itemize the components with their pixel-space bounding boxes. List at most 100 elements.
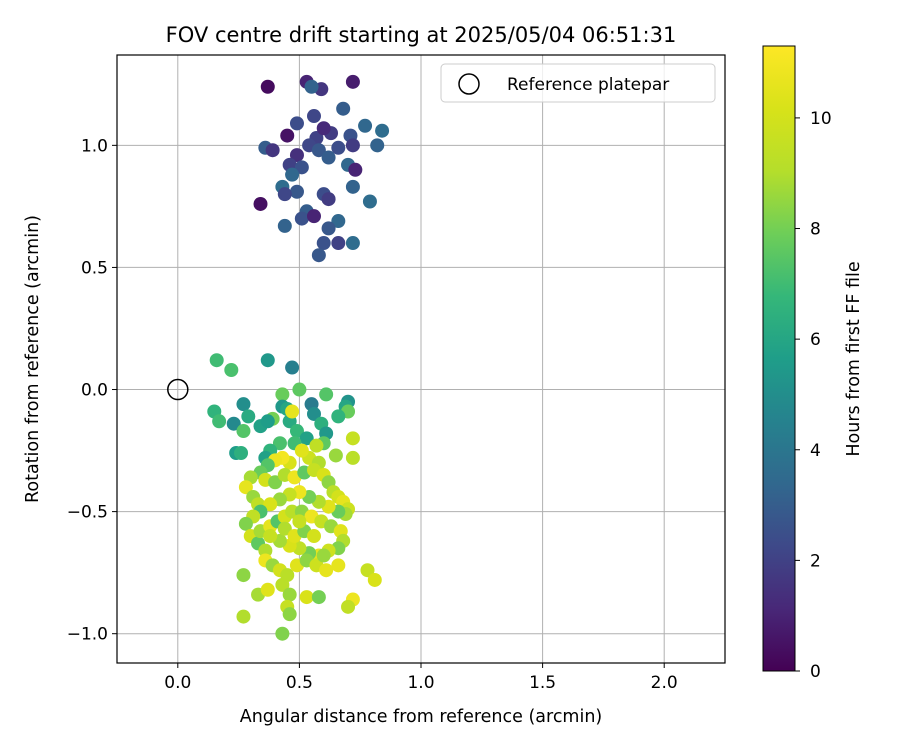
scatter-point [294,160,309,175]
scatter-point [263,497,278,512]
scatter-point [294,443,309,458]
x-tick-label: 1.5 [529,673,556,693]
colorbar-tick-label: 4 [810,441,821,461]
scatter-point [348,162,363,177]
scatter-point [331,558,346,573]
scatter-point [275,577,290,592]
scatter-point [311,248,326,263]
scatter-point [289,116,304,131]
scatter-point [311,590,326,605]
colorbar-tick-label: 10 [810,109,832,129]
data-points [207,74,390,641]
scatter-point [272,436,287,451]
scatter-point [236,397,251,412]
scatter-point [285,360,300,375]
scatter-point [277,187,292,202]
scatter-point [345,236,360,251]
legend-marker-icon [458,73,480,95]
scatter-point [321,221,336,236]
scatter-point [316,236,331,251]
scatter-point [285,167,300,182]
scatter-point [275,626,290,641]
scatter-point [331,409,346,424]
y-tick-label: −0.5 [67,503,108,523]
y-tick-label: 0.0 [81,381,108,401]
x-axis-ticks: 0.0 0.5 1.0 1.5 2.0 [164,663,678,693]
scatter-point [236,609,251,624]
reference-platepar-marker [167,378,189,401]
scatter-point [360,563,375,578]
colorbar-ticks: 0 2 4 6 8 10 [795,109,832,682]
scatter-point [224,362,239,377]
scatter-point [289,424,304,439]
x-tick-label: 2.0 [651,673,678,693]
scatter-point [282,587,297,602]
scatter-point [277,521,292,536]
scatter-point [306,109,321,124]
scatter-point [328,448,343,463]
scatter-point [253,196,268,211]
scatter-point [268,475,283,490]
scatter-point [289,184,304,199]
scatter-point [311,143,326,158]
scatter-point [299,590,314,605]
y-axis-ticks: −1.0 −0.5 0.0 0.5 1.0 [67,136,117,645]
scatter-point [367,572,382,587]
scatter-point [375,123,390,138]
scatter-point [294,211,309,226]
scatter-point [345,138,360,153]
x-tick-label: 1.0 [407,673,434,693]
colorbar-tick-label: 0 [810,662,821,682]
scatter-point [236,568,251,583]
y-tick-label: 0.5 [81,258,108,278]
scatter-point [306,209,321,224]
scatter-point [304,79,319,94]
colorbar-tick-label: 2 [810,551,821,571]
scatter-point [209,353,224,368]
scatter-point [226,416,241,431]
chart-title: FOV centre drift starting at 2025/05/04 … [166,23,677,47]
scatter-point [260,353,275,368]
scatter-point [316,548,331,563]
scatter-point [306,529,321,544]
scatter-point [265,143,280,158]
scatter-point [282,607,297,622]
scatter-point [275,387,290,402]
colorbar-tick-label: 6 [810,330,821,350]
x-axis-label: Angular distance from reference (arcmin) [240,707,603,727]
scatter-point [321,192,336,207]
scatter-point [345,74,360,89]
scatter-point [306,406,321,421]
scatter-point [260,582,275,597]
legend: Reference platepar [440,63,716,103]
scatter-point [345,450,360,465]
scatter-point [309,438,324,453]
scatter-point [370,138,385,153]
scatter-point [260,414,275,429]
y-tick-label: 1.0 [81,136,108,156]
scatter-point [236,424,251,439]
scatter-point [331,140,346,155]
scatter-point [345,431,360,446]
scatter-point [321,150,336,165]
scatter-point [258,543,273,558]
scatter-point [238,480,253,495]
grid-lines [117,55,725,663]
scatter-point [292,382,307,397]
colorbar [762,45,796,672]
scatter-point [345,179,360,194]
scatter-point [260,79,275,94]
scatter-point [289,148,304,163]
scatter-point [331,236,346,251]
scatter-point [238,516,253,531]
scatter-point [299,431,314,446]
scatter-point [280,128,295,143]
y-axis-label: Rotation from reference (arcmin) [23,215,43,503]
scatter-point [362,194,377,209]
scatter-point [319,387,334,402]
scatter-point [331,214,346,229]
colorbar-label: Hours from first FF file [844,261,864,456]
scatter-point [277,218,292,233]
scatter-point [234,446,249,461]
scatter-point [336,101,351,116]
